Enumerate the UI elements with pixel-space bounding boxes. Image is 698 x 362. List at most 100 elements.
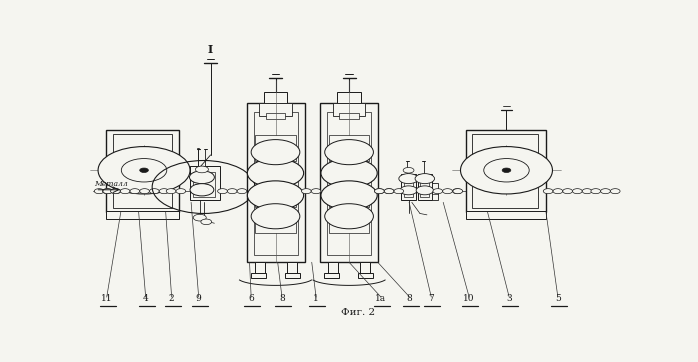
Bar — [329, 216, 369, 233]
Circle shape — [247, 181, 304, 210]
Bar — [432, 183, 438, 199]
Bar — [420, 177, 429, 197]
Circle shape — [228, 189, 237, 194]
Circle shape — [302, 189, 311, 194]
Bar — [255, 262, 265, 273]
Circle shape — [433, 189, 443, 194]
Bar — [193, 172, 216, 197]
Circle shape — [553, 189, 563, 194]
Bar — [255, 195, 296, 206]
Circle shape — [453, 189, 463, 194]
Text: 8: 8 — [279, 294, 285, 303]
Bar — [337, 92, 361, 104]
Circle shape — [399, 174, 418, 184]
Circle shape — [193, 214, 207, 221]
Text: Фиг. 2: Фиг. 2 — [341, 308, 375, 317]
Bar — [254, 112, 297, 255]
Circle shape — [176, 189, 186, 194]
Bar — [329, 195, 369, 206]
Bar — [255, 135, 296, 160]
Bar — [329, 135, 369, 160]
Text: 1а: 1а — [376, 294, 387, 303]
Circle shape — [375, 189, 384, 194]
Circle shape — [190, 184, 214, 196]
Circle shape — [591, 189, 600, 194]
Circle shape — [218, 189, 228, 194]
Circle shape — [325, 204, 373, 229]
Bar — [287, 262, 297, 273]
Bar — [358, 273, 373, 278]
Text: Металл: Металл — [94, 180, 128, 188]
Circle shape — [98, 147, 190, 194]
Text: 5: 5 — [555, 294, 560, 303]
Bar — [190, 166, 220, 199]
Circle shape — [416, 186, 433, 195]
Circle shape — [247, 159, 304, 188]
Circle shape — [375, 189, 384, 194]
Bar — [112, 134, 172, 208]
Text: 8: 8 — [407, 294, 413, 303]
Circle shape — [403, 168, 414, 173]
Bar — [259, 104, 292, 116]
Bar — [466, 130, 546, 212]
Circle shape — [600, 189, 610, 194]
Bar — [106, 130, 179, 212]
Circle shape — [120, 189, 130, 194]
Circle shape — [140, 168, 149, 173]
Text: 11: 11 — [101, 294, 112, 303]
Circle shape — [400, 186, 417, 195]
Circle shape — [237, 189, 247, 194]
Circle shape — [394, 189, 403, 194]
Circle shape — [166, 189, 176, 194]
Circle shape — [582, 189, 592, 194]
Text: 1: 1 — [313, 294, 319, 303]
Bar — [339, 113, 359, 119]
Circle shape — [443, 189, 452, 194]
Bar — [333, 104, 365, 116]
Text: 2: 2 — [169, 294, 174, 303]
Bar — [266, 113, 285, 119]
Circle shape — [111, 189, 121, 194]
Circle shape — [251, 204, 300, 229]
Circle shape — [103, 189, 112, 194]
Circle shape — [452, 189, 462, 194]
Text: 4: 4 — [143, 294, 149, 303]
Circle shape — [543, 189, 553, 194]
Text: 9: 9 — [196, 294, 202, 303]
Bar — [251, 273, 267, 278]
Circle shape — [149, 189, 159, 194]
Circle shape — [103, 189, 112, 194]
Circle shape — [502, 168, 511, 173]
Text: 3: 3 — [506, 294, 512, 303]
Bar — [328, 262, 338, 273]
Text: I: I — [208, 45, 213, 55]
Bar — [106, 211, 179, 219]
Circle shape — [384, 189, 394, 194]
Circle shape — [610, 189, 620, 194]
Circle shape — [484, 159, 529, 182]
Circle shape — [110, 189, 120, 194]
Bar — [327, 112, 371, 255]
Circle shape — [321, 159, 377, 188]
Bar — [264, 92, 288, 104]
Circle shape — [251, 140, 300, 165]
Circle shape — [189, 171, 214, 184]
Text: 6: 6 — [248, 294, 254, 303]
Circle shape — [563, 189, 572, 194]
Bar — [285, 273, 300, 278]
Circle shape — [140, 189, 149, 194]
Bar — [247, 104, 305, 262]
Circle shape — [130, 189, 140, 194]
Circle shape — [321, 181, 377, 210]
Circle shape — [572, 189, 582, 194]
Circle shape — [94, 189, 104, 194]
Circle shape — [195, 166, 209, 173]
Bar — [473, 134, 538, 208]
Bar — [466, 211, 546, 219]
Bar — [255, 216, 296, 233]
Circle shape — [121, 159, 167, 182]
Circle shape — [415, 174, 435, 184]
Bar — [360, 262, 370, 273]
Circle shape — [384, 189, 394, 194]
Bar — [401, 174, 416, 199]
